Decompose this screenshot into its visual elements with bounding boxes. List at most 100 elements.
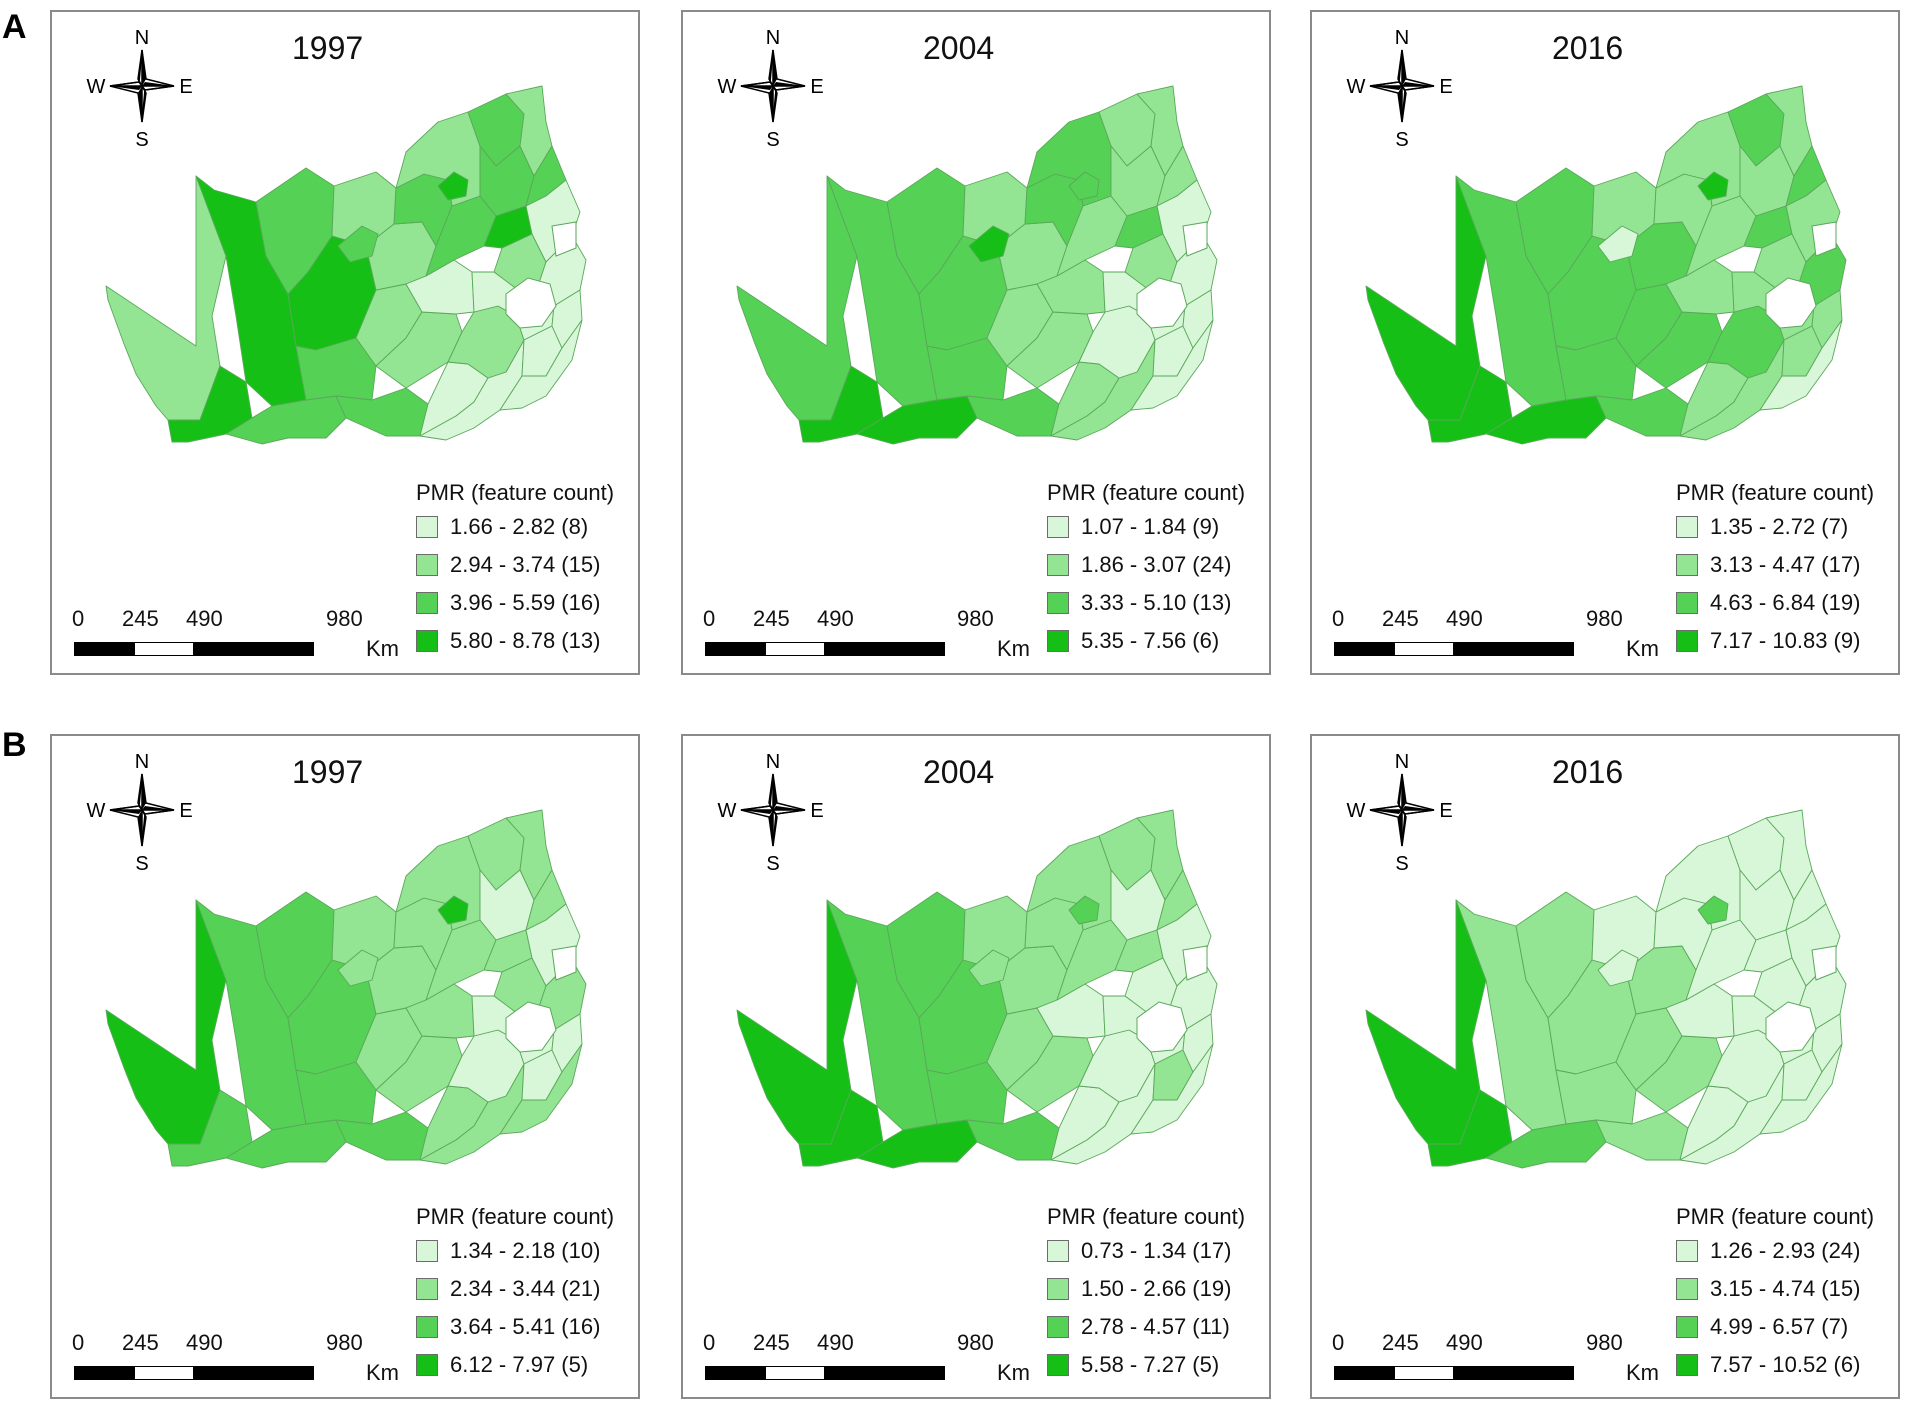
district-region [1759, 1043, 1843, 1135]
north-arrow-compass-icon: N S E W [718, 27, 824, 148]
scale-bar: 0 245 490 980 Km [703, 606, 1047, 666]
legend-item-label: 6.12 - 7.97 (5) [450, 1352, 589, 1377]
compass-south-label: S [135, 129, 148, 148]
legend-item: 2.94 - 3.74 (15) [416, 546, 638, 584]
district-region [499, 319, 583, 411]
legend-item: 5.35 - 7.56 (6) [1047, 622, 1269, 660]
district-region [337, 949, 379, 987]
map-panel-a-2016: 2016 N S E W PMR (feature count) 1.35 - … [1310, 10, 1900, 675]
north-arrow-compass-icon: N S E W [1347, 751, 1453, 872]
compass-south-label: S [766, 129, 779, 148]
district-region [736, 175, 858, 421]
legend-item: 3.15 - 4.74 (15) [1676, 1270, 1898, 1308]
legend-item: 6.12 - 7.97 (5) [416, 1346, 638, 1384]
scale-unit-label: Km [997, 636, 1030, 661]
scale-tick-490: 490 [1446, 606, 1483, 631]
panel-year-title: 2016 [1552, 30, 1624, 66]
legend-item-label: 4.99 - 6.57 (7) [1710, 1314, 1849, 1339]
legend-item-label: 2.34 - 3.44 (21) [450, 1276, 601, 1301]
district-region [405, 983, 475, 1039]
scale-tick-980: 980 [326, 1330, 363, 1355]
scale-tick-245: 245 [1382, 1330, 1419, 1355]
map-legend: PMR (feature count) 1.26 - 2.93 (24) 3.15… [1676, 1202, 1898, 1384]
scale-segment [825, 642, 945, 656]
map-legend: PMR (feature count) 1.34 - 2.18 (10) 2.34… [416, 1202, 638, 1384]
legend-swatch [416, 630, 438, 652]
scale-segment [1394, 642, 1454, 656]
map-legend: PMR (feature count) 1.07 - 1.84 (9) 1.86 … [1047, 478, 1269, 660]
scale-tick-245: 245 [122, 606, 159, 631]
compass-west-label: W [87, 800, 106, 822]
lesotho-eswatini-hole [1765, 945, 1837, 1053]
legend-item: 7.57 - 10.52 (6) [1676, 1346, 1898, 1384]
scale-segment [705, 1366, 765, 1380]
map-panel-b-1997: 1997 N S E W PMR (feature count) 1.34 - … [50, 734, 640, 1399]
legend-swatch [1047, 516, 1069, 538]
legend-swatch [1676, 516, 1698, 538]
south-africa-district-map [736, 85, 1218, 445]
map-panel-a-2004: 2004 N S E W PMR (feature count) 1.07 - … [681, 10, 1271, 675]
scale-bar: 0 245 490 980 Km [72, 606, 416, 666]
scale-tick-0: 0 [703, 1330, 716, 1355]
legend-title: PMR (feature count) [1047, 480, 1246, 505]
north-arrow-compass-icon: N S E W [1347, 27, 1453, 148]
lesotho-eswatini-hole [1136, 221, 1208, 329]
district-region [1597, 949, 1639, 987]
scale-segment [1334, 1366, 1394, 1380]
district-region [1130, 1043, 1214, 1135]
south-africa-district-map [105, 809, 587, 1169]
compass-east-label: E [810, 76, 823, 98]
legend-item: 2.34 - 3.44 (21) [416, 1270, 638, 1308]
scale-unit-label: Km [366, 1360, 399, 1385]
district-region [1036, 259, 1106, 315]
district-region [856, 395, 978, 445]
district-region [1555, 1061, 1637, 1125]
lesotho-eswatini-hole [1136, 945, 1208, 1053]
lesotho-eswatini-hole [505, 221, 577, 329]
district-region [1665, 983, 1735, 1039]
scale-segment [1454, 642, 1574, 656]
legend-swatch [1676, 1278, 1698, 1300]
row-label-a: A [2, 8, 27, 46]
legend-swatch [416, 1240, 438, 1262]
legend-item-label: 3.15 - 4.74 (15) [1710, 1276, 1861, 1301]
district-region [499, 1043, 583, 1135]
scale-segment [194, 642, 314, 656]
south-africa-district-map [105, 85, 587, 445]
scale-tick-490: 490 [1446, 1330, 1483, 1355]
district-region [1697, 895, 1729, 925]
legend-item-label: 2.78 - 4.57 (11) [1081, 1314, 1230, 1339]
scale-segment [134, 642, 194, 656]
district-region [1365, 899, 1487, 1145]
scale-segment [74, 1366, 134, 1380]
scale-unit-label: Km [366, 636, 399, 661]
scale-tick-980: 980 [1586, 1330, 1623, 1355]
scale-tick-245: 245 [1382, 606, 1419, 631]
legend-item: 2.78 - 4.57 (11) [1047, 1308, 1269, 1346]
scale-tick-980: 980 [1586, 606, 1623, 631]
legend-item: 3.13 - 4.47 (17) [1676, 546, 1898, 584]
compass-west-label: W [87, 76, 106, 98]
legend-item-label: 3.64 - 5.41 (16) [450, 1314, 601, 1339]
legend-swatch [1047, 1354, 1069, 1376]
compass-south-label: S [766, 853, 779, 872]
legend-swatch [416, 516, 438, 538]
scale-tick-0: 0 [1332, 606, 1345, 631]
scale-tick-490: 490 [817, 606, 854, 631]
district-region [1485, 395, 1607, 445]
district-region [856, 1119, 978, 1169]
district-region [405, 259, 475, 315]
district-region [437, 171, 469, 201]
legend-swatch [1047, 592, 1069, 614]
legend-item: 1.34 - 2.18 (10) [416, 1232, 638, 1270]
district-region [1068, 895, 1100, 925]
legend-item: 4.63 - 6.84 (19) [1676, 584, 1898, 622]
scale-bar: 0 245 490 980 Km [703, 1330, 1047, 1390]
scale-bar: 0 245 490 980 Km [72, 1330, 416, 1390]
legend-item: 1.50 - 2.66 (19) [1047, 1270, 1269, 1308]
legend-item-label: 1.66 - 2.82 (8) [450, 514, 589, 539]
compass-east-label: E [179, 800, 192, 822]
north-arrow-compass-icon: N S E W [87, 751, 193, 872]
scale-tick-245: 245 [122, 1330, 159, 1355]
scale-tick-0: 0 [1332, 1330, 1345, 1355]
